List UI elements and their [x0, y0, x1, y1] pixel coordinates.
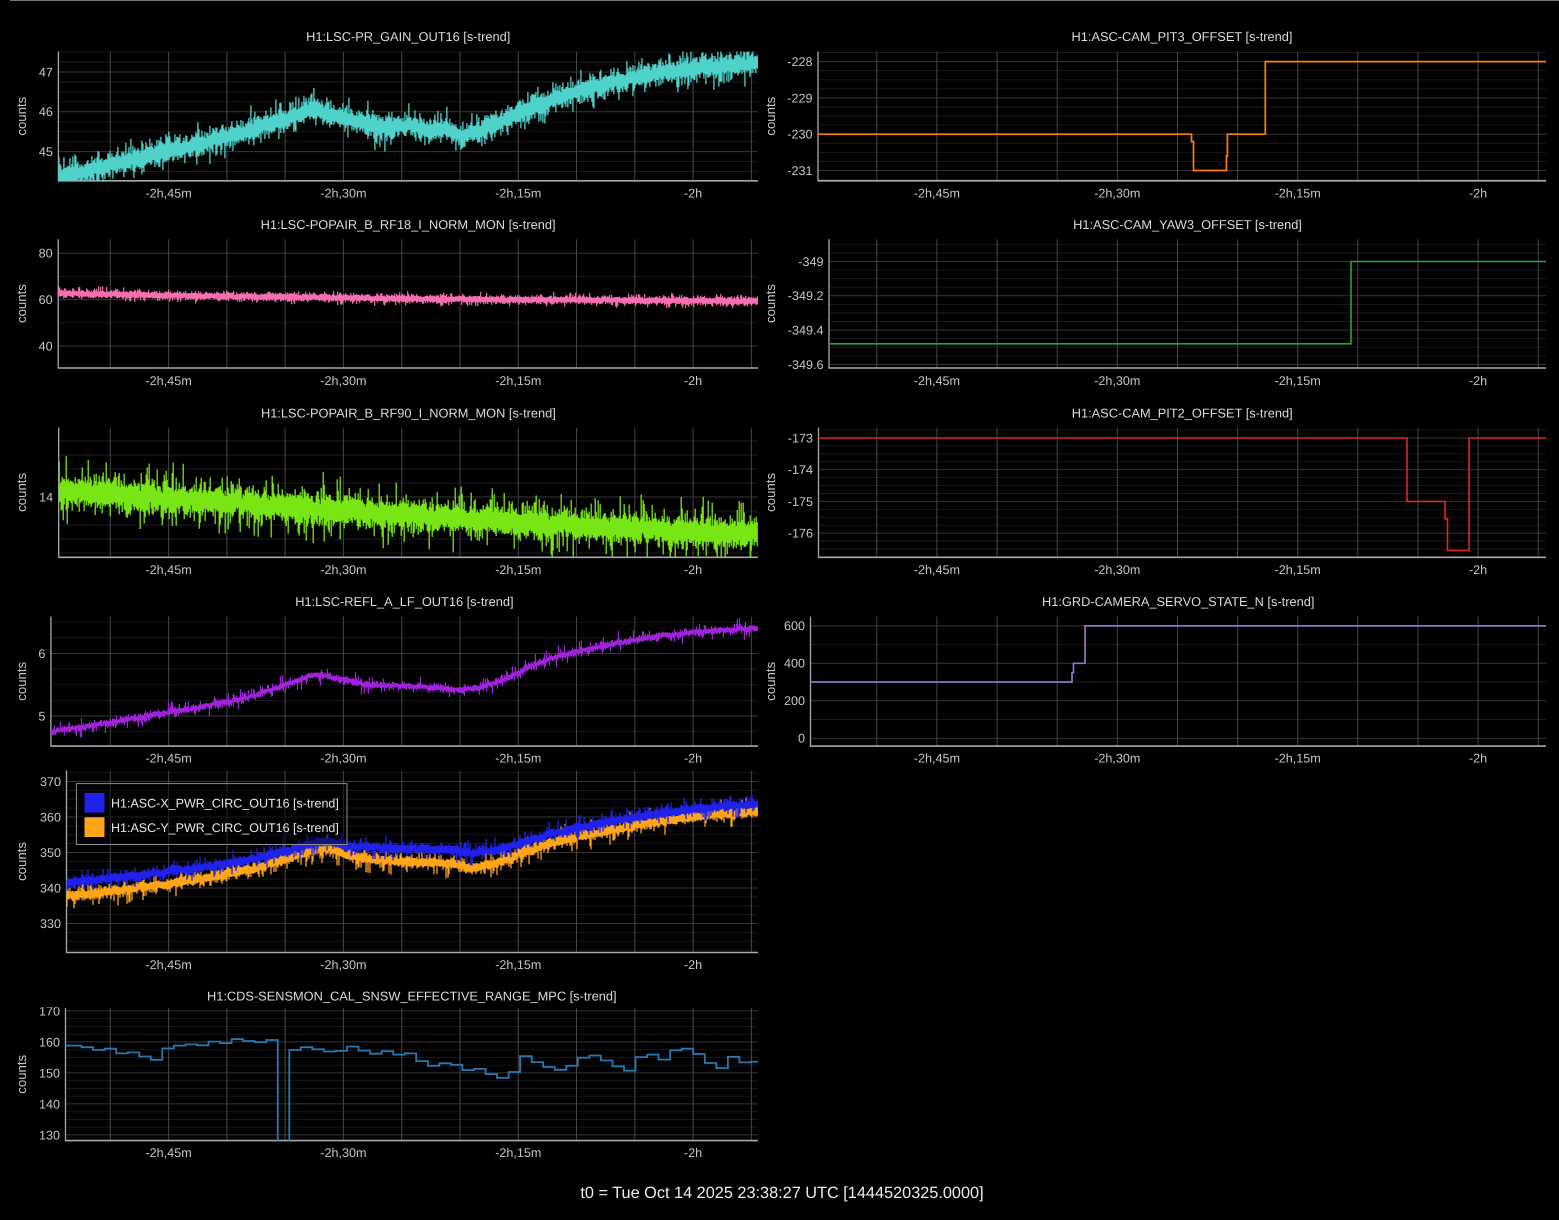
svg-text:-2h,45m: -2h,45m: [914, 752, 960, 766]
svg-text:H1:ASC-Y_PWR_CIRC_OUT16 [s-tre: H1:ASC-Y_PWR_CIRC_OUT16 [s-trend]: [111, 821, 339, 835]
svg-text:-176: -176: [788, 527, 813, 541]
svg-text:H1:ASC-CAM_PIT2_OFFSET [s-tren: H1:ASC-CAM_PIT2_OFFSET [s-trend]: [1072, 406, 1293, 421]
svg-text:40: 40: [39, 339, 53, 353]
svg-text:6: 6: [38, 647, 45, 661]
svg-text:360: 360: [40, 810, 61, 824]
svg-text:60: 60: [39, 293, 53, 307]
svg-text:H1:LSC-PR_GAIN_OUT16 [s-trend]: H1:LSC-PR_GAIN_OUT16 [s-trend]: [306, 29, 510, 44]
svg-text:counts: counts: [14, 473, 29, 512]
svg-text:counts: counts: [14, 1054, 29, 1093]
svg-text:14: 14: [39, 490, 53, 504]
svg-text:-2h,30m: -2h,30m: [1094, 563, 1140, 577]
svg-text:-228: -228: [787, 55, 812, 69]
svg-text:t0 = Tue Oct 14 2025 23:38:27: t0 = Tue Oct 14 2025 23:38:27 UTC [14445…: [580, 1184, 983, 1202]
svg-text:0: 0: [798, 732, 805, 746]
svg-text:-2h: -2h: [1469, 374, 1487, 388]
svg-text:-2h,30m: -2h,30m: [1094, 752, 1140, 766]
svg-text:H1:ASC-X_PWR_CIRC_OUT16 [s-tre: H1:ASC-X_PWR_CIRC_OUT16 [s-trend]: [111, 797, 339, 811]
svg-text:H1:LSC-POPAIR_B_RF18_I_NORM_MO: H1:LSC-POPAIR_B_RF18_I_NORM_MON [s-trend…: [261, 217, 556, 232]
svg-text:-2h,15m: -2h,15m: [495, 958, 541, 972]
svg-text:-2h: -2h: [684, 563, 702, 577]
svg-text:-230: -230: [787, 128, 812, 142]
svg-text:H1:CDS-SENSMON_CAL_SNSW_EFFECT: H1:CDS-SENSMON_CAL_SNSW_EFFECTIVE_RANGE_…: [207, 989, 617, 1004]
svg-text:-2h: -2h: [1469, 186, 1487, 200]
svg-text:-2h,15m: -2h,15m: [495, 186, 541, 200]
svg-text:160: 160: [39, 1035, 60, 1049]
svg-text:counts: counts: [14, 842, 29, 881]
svg-text:-349: -349: [798, 255, 823, 269]
svg-text:-2h,15m: -2h,15m: [495, 1146, 541, 1160]
svg-text:46: 46: [39, 105, 53, 119]
svg-text:counts: counts: [763, 284, 778, 323]
svg-text:-231: -231: [787, 164, 812, 178]
svg-text:-349.2: -349.2: [788, 289, 824, 303]
svg-text:-349.4: -349.4: [788, 324, 824, 338]
svg-text:-174: -174: [788, 463, 813, 477]
svg-text:-2h: -2h: [684, 374, 702, 388]
svg-text:-2h,15m: -2h,15m: [1275, 752, 1321, 766]
svg-text:-2h,30m: -2h,30m: [1094, 374, 1140, 388]
svg-text:-349.6: -349.6: [788, 358, 824, 372]
svg-text:-2h,15m: -2h,15m: [1275, 563, 1321, 577]
svg-text:-2h,45m: -2h,45m: [145, 186, 191, 200]
svg-text:counts: counts: [763, 473, 778, 512]
svg-text:-2h,45m: -2h,45m: [914, 563, 960, 577]
svg-text:340: 340: [40, 881, 61, 895]
svg-text:-2h: -2h: [684, 186, 702, 200]
svg-text:-2h,15m: -2h,15m: [1275, 374, 1321, 388]
svg-text:H1:GRD-CAMERA_SERVO_STATE_N [s: H1:GRD-CAMERA_SERVO_STATE_N [s-trend]: [1042, 594, 1314, 609]
svg-text:counts: counts: [14, 284, 29, 323]
svg-text:350: 350: [40, 846, 61, 860]
svg-text:-173: -173: [788, 431, 813, 445]
svg-text:-2h,15m: -2h,15m: [495, 374, 541, 388]
svg-text:-2h,15m: -2h,15m: [495, 563, 541, 577]
svg-text:-2h,30m: -2h,30m: [320, 752, 366, 766]
svg-text:-2h: -2h: [684, 752, 702, 766]
svg-text:H1:ASC-CAM_YAW3_OFFSET [s-tren: H1:ASC-CAM_YAW3_OFFSET [s-trend]: [1073, 217, 1302, 232]
svg-text:5: 5: [38, 709, 45, 723]
svg-text:-2h: -2h: [684, 1146, 702, 1160]
svg-text:370: 370: [40, 775, 61, 789]
svg-text:-2h: -2h: [1469, 752, 1487, 766]
svg-text:-2h,45m: -2h,45m: [145, 374, 191, 388]
svg-text:330: 330: [40, 917, 61, 931]
svg-text:-2h,15m: -2h,15m: [1275, 186, 1321, 200]
svg-text:H1:ASC-CAM_PIT3_OFFSET [s-tren: H1:ASC-CAM_PIT3_OFFSET [s-trend]: [1072, 29, 1293, 44]
svg-text:counts: counts: [14, 661, 29, 700]
svg-text:counts: counts: [14, 96, 29, 135]
svg-text:170: 170: [39, 1004, 60, 1018]
svg-text:-2h,30m: -2h,30m: [320, 958, 366, 972]
svg-text:-2h,45m: -2h,45m: [914, 374, 960, 388]
svg-text:-2h,30m: -2h,30m: [320, 374, 366, 388]
svg-text:-2h,30m: -2h,30m: [320, 186, 366, 200]
svg-text:80: 80: [39, 247, 53, 261]
svg-text:-2h,45m: -2h,45m: [145, 752, 191, 766]
svg-text:-2h,30m: -2h,30m: [320, 1146, 366, 1160]
svg-text:-2h: -2h: [1469, 563, 1487, 577]
svg-text:counts: counts: [763, 96, 778, 135]
svg-text:400: 400: [784, 657, 805, 671]
svg-text:150: 150: [39, 1066, 60, 1080]
svg-text:45: 45: [39, 145, 53, 159]
svg-text:130: 130: [39, 1128, 60, 1142]
svg-text:H1:LSC-POPAIR_B_RF90_I_NORM_MO: H1:LSC-POPAIR_B_RF90_I_NORM_MON [s-trend…: [261, 406, 556, 421]
svg-text:-2h,45m: -2h,45m: [914, 186, 960, 200]
svg-text:600: 600: [784, 619, 805, 633]
svg-text:H1:LSC-REFL_A_LF_OUT16 [s-tren: H1:LSC-REFL_A_LF_OUT16 [s-trend]: [295, 594, 513, 609]
svg-text:-2h,45m: -2h,45m: [145, 1146, 191, 1160]
svg-text:counts: counts: [763, 661, 778, 700]
svg-text:-2h,15m: -2h,15m: [495, 752, 541, 766]
svg-text:-229: -229: [787, 91, 812, 105]
svg-text:47: 47: [39, 65, 53, 79]
svg-text:140: 140: [39, 1097, 60, 1111]
svg-text:-2h,45m: -2h,45m: [145, 563, 191, 577]
svg-text:-2h,30m: -2h,30m: [320, 563, 366, 577]
svg-text:-2h,45m: -2h,45m: [145, 958, 191, 972]
svg-text:200: 200: [784, 694, 805, 708]
svg-text:-2h: -2h: [684, 958, 702, 972]
svg-text:-2h,30m: -2h,30m: [1094, 186, 1140, 200]
svg-text:-175: -175: [788, 495, 813, 509]
